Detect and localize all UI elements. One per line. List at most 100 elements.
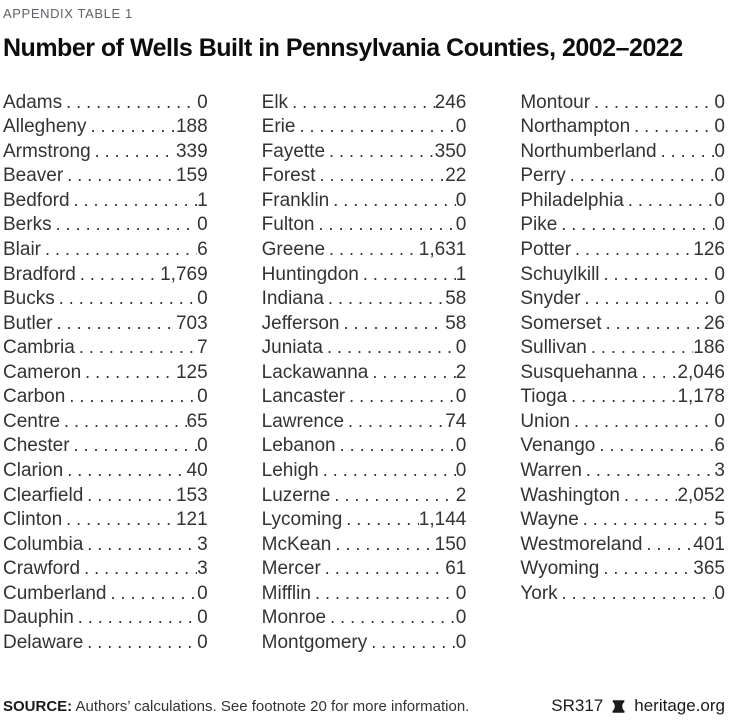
page-title: Number of Wells Built in Pennsylvania Co… [3,34,683,62]
dot-leader: . . . . . . . . . . . . . . . . . . . . … [90,116,176,137]
dot-leader: . . . . . . . . . . . . . . . . . . . . … [569,165,715,186]
dot-leader: . . . . . . . . . . . . . . . . . . . . … [590,337,693,358]
dot-leader: . . . . . . . . . . . . . . . . . . . . … [660,140,715,161]
well-count: 0 [455,386,467,408]
well-count: 0 [455,631,467,653]
well-count: 0 [455,435,467,457]
dot-leader: . . . . . . . . . . . . . . . . . . . . … [73,189,198,210]
well-count: 0 [455,189,467,211]
well-count: 0 [455,116,467,138]
well-count: 0 [714,91,725,113]
well-count: 5 [714,509,725,531]
well-count: 126 [693,239,725,261]
table-row: Monroe. . . . . . . . . . . . . . . . . … [262,605,467,630]
well-count: 703 [175,312,208,334]
county-name: Fulton [261,214,315,236]
well-count: 58 [445,312,467,334]
dot-leader: . . . . . . . . . . . . . . . . . . . . … [372,361,455,382]
county-name: Crawford [3,558,81,580]
table-row: Warren. . . . . . . . . . . . . . . . . … [520,458,725,483]
well-count: 61 [445,558,467,580]
well-count: 0 [714,189,725,211]
dot-leader: . . . . . . . . . . . . . . . . . . . . … [634,116,714,137]
dot-leader: . . . . . . . . . . . . . . . . . . . . … [641,361,678,382]
county-name: Jefferson [261,312,340,334]
dot-leader: . . . . . . . . . . . . . . . . . . . . … [69,386,197,407]
county-name: Venango [520,435,596,457]
dot-leader: . . . . . . . . . . . . . . . . . . . . … [94,140,176,161]
well-count: 339 [175,140,208,162]
county-name: Clarion [3,459,64,481]
table-row: Cambria. . . . . . . . . . . . . . . . .… [3,335,208,360]
well-count: 0 [455,607,467,629]
table-row: Lackawanna. . . . . . . . . . . . . . . … [262,360,467,385]
county-name: Pike [520,214,558,236]
table-row: Allegheny. . . . . . . . . . . . . . . .… [3,114,208,139]
dot-leader: . . . . . . . . . . . . . . . . . . . . … [66,509,176,530]
well-count: 0 [455,337,467,359]
liberty-bell-icon [610,698,627,715]
table-row: Montgomery. . . . . . . . . . . . . . . … [262,630,467,655]
county-name: Clearfield [3,484,84,506]
dot-leader: . . . . . . . . . . . . . . . . . . . . … [314,582,456,603]
table-row: Westmoreland. . . . . . . . . . . . . . … [520,532,725,557]
table-row: Snyder. . . . . . . . . . . . . . . . . … [520,286,725,311]
county-name: Somerset [520,312,602,334]
well-count: 0 [197,582,208,604]
county-name: Columbia [3,533,84,555]
county-name: Allegheny [3,116,87,138]
well-count: 3 [197,558,208,580]
well-count: 3 [197,533,208,555]
table-row: Schuylkill. . . . . . . . . . . . . . . … [520,262,725,287]
table-row: Susquehanna. . . . . . . . . . . . . . .… [520,360,725,385]
well-count: 0 [197,91,208,113]
dot-leader: . . . . . . . . . . . . . . . . . . . . … [335,533,434,554]
dot-leader: . . . . . . . . . . . . . . . . . . . . … [594,91,714,112]
dot-leader: . . . . . . . . . . . . . . . . . . . . … [84,558,197,579]
county-name: Monroe [261,607,327,629]
dot-leader: . . . . . . . . . . . . . . . . . . . . … [339,435,456,456]
county-name: Union [520,410,570,432]
table-row: Huntingdon. . . . . . . . . . . . . . . … [262,262,467,287]
table-row: Beaver. . . . . . . . . . . . . . . . . … [3,163,208,188]
table-row: Sullivan. . . . . . . . . . . . . . . . … [520,335,725,360]
well-count: 0 [714,116,725,138]
county-name: Elk [261,91,289,113]
source-note: SOURCE: Authors’ calculations. See footn… [3,698,469,715]
county-name: Perry [520,165,566,187]
dot-leader: . . . . . . . . . . . . . . . . . . . . … [326,337,456,358]
well-count: 1,769 [160,263,208,285]
table-row: Columbia. . . . . . . . . . . . . . . . … [3,532,208,557]
table-row: Perry. . . . . . . . . . . . . . . . . .… [520,163,725,188]
county-name: Westmoreland [520,533,643,555]
county-name: Franklin [261,189,330,211]
county-name: Northampton [520,116,631,138]
county-name: Berks [3,214,52,236]
county-name: Delaware [3,631,84,653]
table-row: Pike. . . . . . . . . . . . . . . . . . … [520,212,725,237]
well-count: 401 [693,533,725,555]
dot-leader: . . . . . . . . . . . . . . . . . . . . … [585,459,715,480]
county-name: Warren [520,459,582,481]
dot-leader: . . . . . . . . . . . . . . . . . . . . … [584,288,715,309]
county-name: Wyoming [520,558,600,580]
dot-leader: . . . . . . . . . . . . . . . . . . . . … [362,263,456,284]
well-count: 350 [434,140,467,162]
county-name: Bradford [3,263,76,285]
dot-leader: . . . . . . . . . . . . . . . . . . . . … [561,214,714,235]
dot-leader: . . . . . . . . . . . . . . . . . . . . … [64,410,186,431]
county-name: Schuylkill [520,263,600,285]
dot-leader: . . . . . . . . . . . . . . . . . . . . … [55,214,198,235]
table-row: Wayne. . . . . . . . . . . . . . . . . .… [520,507,725,532]
dot-leader: . . . . . . . . . . . . . . . . . . . . … [623,484,677,505]
well-count: 0 [455,582,467,604]
well-count: 1 [197,189,208,211]
table-row: Union. . . . . . . . . . . . . . . . . .… [520,409,725,434]
dot-leader: . . . . . . . . . . . . . . . . . . . . … [58,288,197,309]
county-name: Mercer [261,558,321,580]
brand-block: SR317 heritage.org [551,696,725,716]
dot-leader: . . . . . . . . . . . . . . . . . . . . … [346,509,419,530]
county-name: Huntingdon [261,263,359,285]
table-row: Elk. . . . . . . . . . . . . . . . . . .… [262,90,467,115]
